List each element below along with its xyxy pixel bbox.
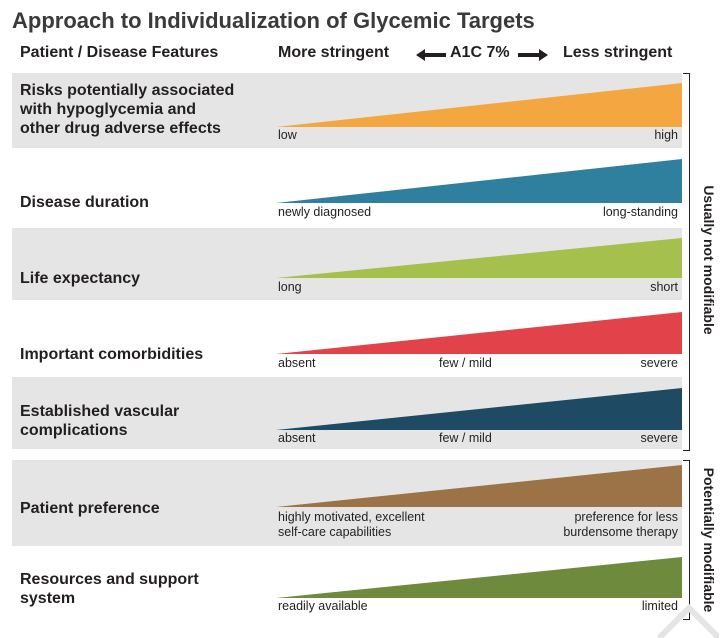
- side-label-not-modifiable: Usually not modifiable: [701, 185, 717, 335]
- scale-low: absent: [278, 356, 316, 370]
- wedge-shape: [276, 557, 682, 598]
- wedge-shape: [276, 159, 682, 203]
- scale-low: absent: [278, 431, 316, 445]
- feature-row-comorbidities: Important comorbidities absent few / mil…: [12, 300, 682, 377]
- wedge-disease-duration: [276, 159, 682, 203]
- scale-low: newly diagnosed: [278, 205, 372, 219]
- wedge-shape: [276, 238, 682, 278]
- scale-mid: few / mild: [439, 356, 492, 370]
- watermark-graphic: [656, 603, 719, 638]
- left-arrow-icon: [416, 49, 446, 61]
- row-label: Established vascular complications: [20, 403, 180, 439]
- row-label: Disease duration: [20, 194, 149, 211]
- less-stringent-header: Less stringent: [563, 44, 673, 61]
- wedge-life-expectancy: [276, 238, 682, 278]
- row-label: Resources and support system: [20, 571, 199, 607]
- wedge-shape: [276, 465, 682, 507]
- feature-row-disease-duration: Disease duration newly diagnosed long-st…: [12, 148, 682, 228]
- patient-features-header: Patient / Disease Features: [20, 44, 219, 61]
- wedge-vascular: [276, 388, 682, 430]
- wedge-shape: [276, 312, 682, 354]
- row-label: Patient preference: [20, 500, 160, 517]
- wedge-comorbidities: [276, 312, 682, 354]
- row-label: Life expectancy: [20, 270, 141, 287]
- scale-low: long: [278, 280, 302, 294]
- wedge-patient-preference: [276, 465, 682, 507]
- scale-low: highly motivated, excellent self-care ca…: [278, 510, 425, 539]
- page-title: Approach to Individualization of Glycemi…: [12, 8, 535, 33]
- scale-high: short: [650, 280, 678, 294]
- a1c-header: A1C 7%: [450, 44, 510, 61]
- feature-row-life-expectancy: Life expectancy long short: [12, 228, 682, 300]
- bracket-not-modifiable: [683, 73, 690, 451]
- row-label: Risks potentially associated with hypogl…: [20, 82, 235, 137]
- scale-mid: few / mild: [439, 431, 492, 445]
- wedge-hypoglycemia: [276, 83, 682, 127]
- scale-high: severe: [640, 431, 678, 445]
- feature-row-vascular: Established vascular complications absen…: [12, 377, 682, 449]
- scale-high: long-standing: [602, 205, 678, 219]
- scale-low: low: [278, 128, 297, 142]
- wedge-shape: [276, 83, 682, 127]
- scale-high: limited: [641, 599, 678, 613]
- feature-row-patient-preference: Patient preference highly motivated, exc…: [12, 460, 682, 546]
- feature-row-resources: Resources and support system readily ava…: [12, 546, 682, 618]
- right-arrow-icon: [518, 49, 548, 61]
- wedge-shape: [276, 388, 682, 430]
- scale-high: preference for less burdensome therapy: [563, 510, 678, 539]
- feature-row-hypoglycemia: Risks potentially associated with hypogl…: [12, 73, 682, 148]
- scale-high: severe: [640, 356, 678, 370]
- bracket-modifiable: [683, 460, 690, 620]
- scale-low: readily available: [278, 599, 368, 613]
- row-label: Important comorbidities: [20, 346, 204, 363]
- wedge-resources: [276, 557, 682, 598]
- more-stringent-header: More stringent: [278, 44, 390, 61]
- scale-high: high: [654, 128, 678, 142]
